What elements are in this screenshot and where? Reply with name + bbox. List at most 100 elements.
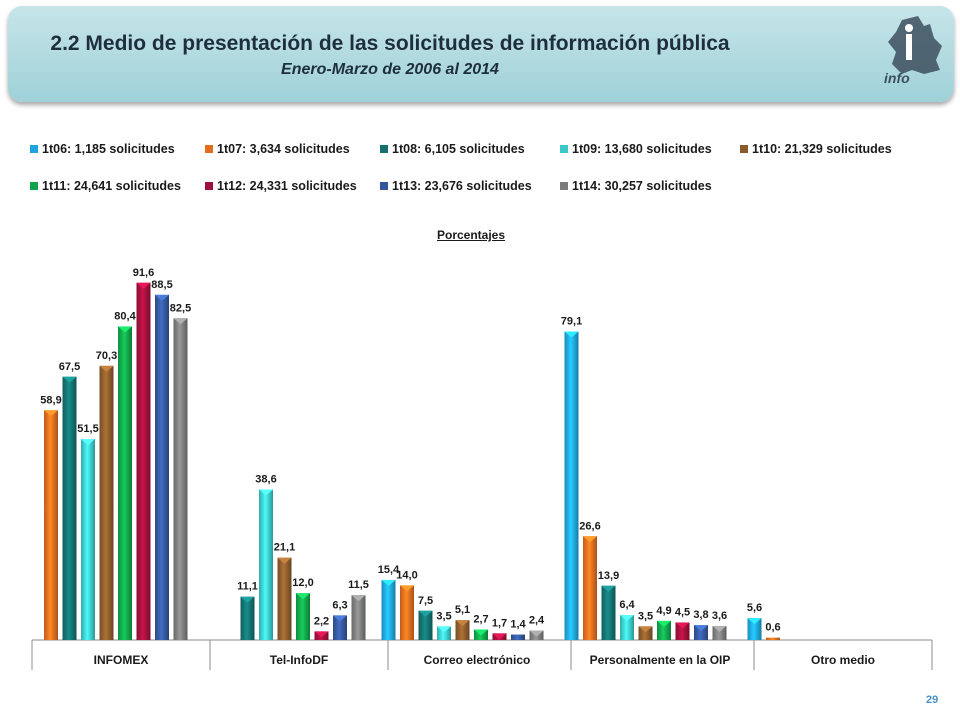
legend-label: 1t09: 13,680 solicitudes (572, 142, 712, 156)
logo-text: info (884, 70, 910, 86)
bar-cap (492, 633, 507, 640)
bar-cap (400, 585, 414, 592)
bar-cap (601, 585, 616, 592)
bar-cap (173, 318, 188, 325)
bar (747, 618, 762, 640)
legend-item: 1t06: 1,185 solicitudes (30, 142, 175, 156)
bar-cap (657, 620, 671, 627)
infodf-logo-icon (888, 16, 942, 74)
data-label: 6,3 (332, 599, 347, 611)
bar (766, 637, 780, 640)
bar-cap (259, 489, 273, 496)
legend-swatch (380, 182, 388, 190)
bar-cap (583, 536, 597, 543)
legend-item: 1t13: 23,676 solicitudes (380, 179, 532, 193)
bar-cap (240, 596, 255, 603)
bar-cap (474, 629, 488, 636)
bar-cap (314, 631, 329, 638)
x-tick-label: Tel-InfoDF (270, 653, 328, 667)
data-label: 88,5 (151, 279, 172, 291)
bar (601, 585, 616, 640)
data-label: 2,2 (314, 615, 329, 627)
bar (381, 579, 396, 640)
data-label: 0,6 (765, 622, 780, 634)
legend-item: 1t09: 13,680 solicitudes (560, 142, 712, 156)
data-label: 3,6 (712, 610, 727, 622)
bar-cap (694, 625, 708, 632)
legend-swatch (380, 145, 388, 153)
bar-cap (712, 625, 727, 632)
data-label: 80,4 (114, 310, 136, 322)
bar-cap (564, 331, 579, 338)
data-label: 4,9 (656, 605, 671, 617)
legend-item: 1t08: 6,105 solicitudes (380, 142, 525, 156)
bar (712, 625, 727, 640)
data-label: 13,9 (598, 570, 619, 582)
data-label: 2,4 (529, 615, 545, 627)
data-label: 11,5 (348, 579, 369, 591)
data-label: 7,5 (418, 595, 433, 607)
legend-swatch (205, 145, 213, 153)
x-tick-label: Personalmente en la OIP (590, 653, 731, 667)
bar-cap (675, 622, 690, 629)
bar-cap (455, 620, 470, 627)
bar (173, 318, 188, 640)
bar (277, 557, 292, 640)
bar-cap (118, 326, 132, 333)
bar (583, 536, 597, 640)
bar (638, 626, 653, 640)
data-label: 3,8 (693, 609, 708, 621)
page-title: 2.2 Medio de presentación de las solicit… (50, 32, 730, 55)
legend-swatch (30, 182, 38, 190)
data-label: 21,1 (274, 542, 295, 554)
bar (99, 365, 114, 640)
bar (155, 294, 169, 640)
bar (455, 620, 470, 640)
bar (564, 331, 579, 640)
bar (296, 593, 310, 640)
data-label: 12,0 (292, 577, 313, 589)
data-label: 15,4 (378, 564, 400, 576)
bar-cap (418, 610, 433, 617)
bar (118, 326, 132, 640)
data-label: 26,6 (579, 520, 600, 532)
bar-cap (44, 410, 58, 417)
chart-title: Porcentajes (437, 228, 506, 242)
bar-cap (381, 579, 396, 586)
legend-label: 1t14: 30,257 solicitudes (572, 179, 712, 193)
bar (657, 620, 671, 640)
data-label: 70,3 (96, 350, 117, 362)
legend-label: 1t08: 6,105 solicitudes (392, 142, 525, 156)
data-label: 14,0 (396, 569, 417, 581)
data-label: 5,6 (747, 602, 762, 614)
bar (675, 622, 690, 640)
bar-cap (437, 626, 451, 633)
bar-cap (81, 439, 95, 446)
data-label: 38,6 (255, 473, 276, 485)
legend-item: 1t11: 24,641 solicitudes (30, 179, 181, 193)
data-label: 3,5 (638, 610, 653, 622)
bar-cap (62, 376, 77, 383)
data-label: 1,7 (492, 617, 507, 629)
bar (694, 625, 708, 640)
data-label: 51,5 (77, 423, 98, 435)
bar-cap (620, 615, 634, 622)
bar-cap (638, 626, 653, 633)
data-label: 82,5 (170, 302, 191, 314)
legend-swatch (205, 182, 213, 190)
legend-swatch (560, 182, 568, 190)
x-tick-label: Otro medio (811, 653, 875, 667)
legend-label: 1t06: 1,185 solicitudes (42, 142, 175, 156)
bar (333, 615, 347, 640)
legend-label: 1t13: 23,676 solicitudes (392, 179, 532, 193)
bar (62, 376, 77, 640)
data-label: 79,1 (561, 316, 582, 328)
page-subtitle: Enero-Marzo de 2006 al 2014 (281, 61, 499, 78)
data-label: 3,5 (436, 610, 451, 622)
bar-cap (296, 593, 310, 600)
x-tick-label: INFOMEX (94, 653, 149, 667)
bar-cap (747, 618, 762, 625)
bar-cap (155, 294, 169, 301)
legend-item: 1t07: 3,634 solicitudes (205, 142, 350, 156)
bar (81, 439, 95, 640)
